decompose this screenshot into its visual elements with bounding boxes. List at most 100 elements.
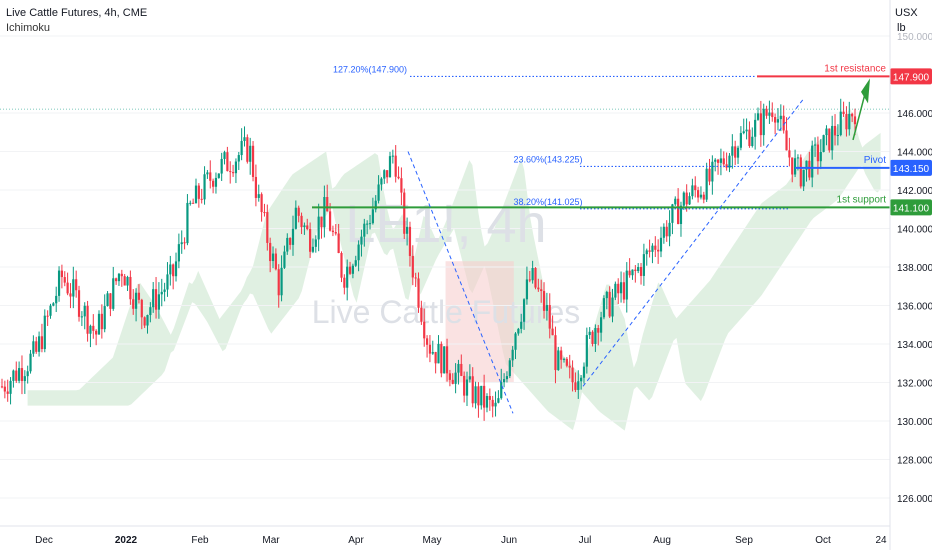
candle-body <box>97 313 101 335</box>
candle-body <box>657 249 660 252</box>
candle-body <box>648 250 651 252</box>
candle-body <box>605 291 608 299</box>
candle-body <box>531 267 534 281</box>
candle-body <box>682 192 685 206</box>
candle-body <box>474 386 477 404</box>
candle-body <box>685 192 688 205</box>
candle-body <box>796 157 800 159</box>
candle-body <box>317 216 320 240</box>
candle-body <box>257 194 260 198</box>
drawings: 127.20%(147.900) 23.60%(143.225) 38.20%(14… <box>0 63 932 414</box>
candle-body <box>0 386 4 388</box>
candle-body <box>842 111 845 115</box>
candle-body <box>220 158 223 174</box>
candle-body <box>106 293 109 307</box>
candles <box>0 98 857 421</box>
chart-title: Live Cattle Futures, 4h, CME <box>6 7 148 19</box>
candle-body <box>29 353 32 372</box>
ichimoku-cloud <box>27 108 881 431</box>
x-tick-label: Aug <box>653 535 671 546</box>
candle-body <box>545 305 548 311</box>
x-tick-label: Feb <box>191 535 209 546</box>
candle-body <box>186 202 189 244</box>
candle-body <box>540 289 543 292</box>
candle-body <box>591 331 594 344</box>
candle-body <box>599 317 603 333</box>
candle-body <box>845 114 848 130</box>
candle-body <box>597 328 600 333</box>
candle-body <box>214 177 218 187</box>
candle-body <box>323 197 326 228</box>
candle-body <box>160 291 163 295</box>
candle-body <box>192 202 195 204</box>
candle-body <box>249 145 252 162</box>
candle-body <box>277 269 280 296</box>
candle-body <box>417 278 420 308</box>
candle-body <box>340 253 343 278</box>
y-tick-label: 138.000 <box>897 263 932 274</box>
candle-body <box>708 168 711 182</box>
candle-body <box>394 155 397 177</box>
level-label: 1st support <box>837 194 887 205</box>
candle-body <box>49 305 52 316</box>
candle-body <box>677 198 680 224</box>
candle-body <box>816 144 820 162</box>
candle-body <box>75 279 78 291</box>
candle-body <box>229 171 232 173</box>
candle-body <box>642 254 645 276</box>
x-tick-label: 24 <box>875 535 887 546</box>
candle-body <box>754 119 757 137</box>
candle-body <box>63 277 66 283</box>
x-tick-label: Oct <box>815 535 831 546</box>
candle-body <box>714 159 717 162</box>
candle-body <box>736 147 740 158</box>
candle-body <box>271 253 275 262</box>
price-tag <box>890 68 932 85</box>
candle-body <box>440 343 443 374</box>
y-tick-label: 126.000 <box>897 494 932 505</box>
candle-body <box>309 229 312 252</box>
candle-body <box>414 277 417 279</box>
candle-body <box>374 200 377 210</box>
candle-body <box>223 152 226 159</box>
candle-body <box>562 358 566 360</box>
candle-body <box>72 279 75 297</box>
candle-body <box>671 204 674 223</box>
candle-body <box>152 289 155 308</box>
candle-body <box>428 344 432 354</box>
candle-body <box>805 160 808 170</box>
candle-body <box>217 173 220 178</box>
candle-body <box>57 270 61 296</box>
candle-body <box>731 146 734 156</box>
candle-body <box>463 375 466 396</box>
candle-body <box>86 305 89 334</box>
candle-body <box>380 178 383 185</box>
candle-body <box>822 135 825 152</box>
candle-body <box>774 117 777 123</box>
candle-body <box>488 396 491 400</box>
candle-body <box>739 133 742 148</box>
candle-body <box>37 336 41 352</box>
candle-body <box>751 136 754 146</box>
candle-body <box>274 253 277 270</box>
x-tick-label: 2022 <box>115 535 138 546</box>
candle-body <box>793 158 797 175</box>
watermark: LE1!, 4h Live Cattle Futures <box>312 194 581 330</box>
candle-body <box>460 363 463 376</box>
candle-body <box>622 282 626 300</box>
level-label: 1st resistance <box>824 63 886 74</box>
candle-body <box>423 321 426 339</box>
candle-body <box>109 293 112 309</box>
candle-body <box>172 264 175 277</box>
indicator-label[interactable]: Ichimoku <box>6 22 51 34</box>
candle-body <box>166 274 169 290</box>
fib-level-label: 127.20%(147.900) <box>333 64 407 74</box>
projection-arrow-head <box>861 78 870 104</box>
candle-body <box>283 251 286 268</box>
candle-body <box>839 111 842 136</box>
candle-body <box>226 152 229 172</box>
candle-body <box>836 135 839 137</box>
candle-body <box>311 246 315 252</box>
candle-body <box>779 115 782 120</box>
